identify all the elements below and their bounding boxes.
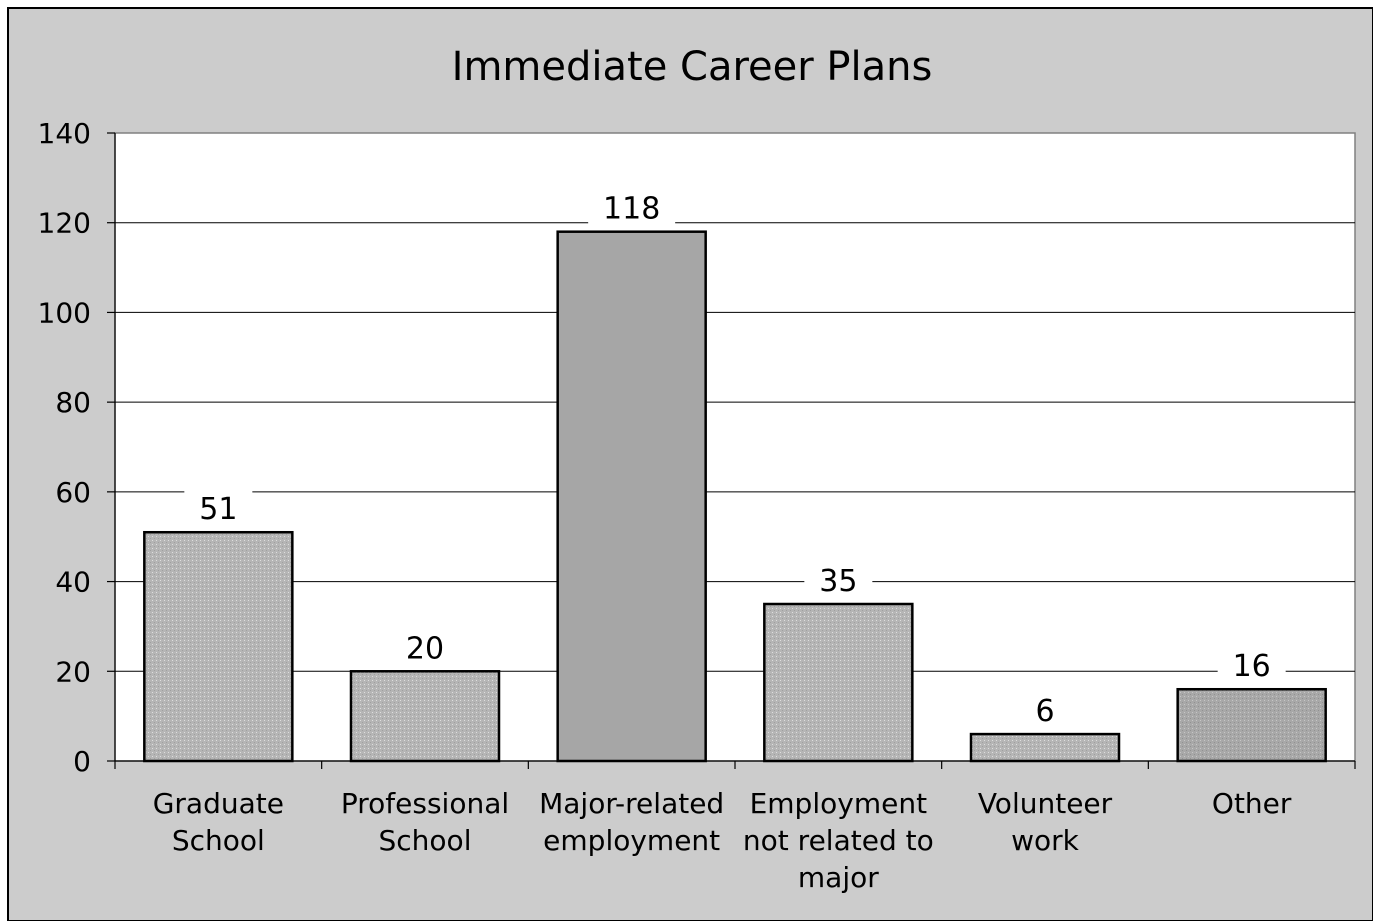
x-tick-label-line: Volunteer <box>978 787 1113 820</box>
x-tick-label: Volunteer work <box>978 787 1113 857</box>
data-label-background <box>588 187 676 228</box>
data-label: 51 <box>199 492 237 527</box>
y-tick-label: 140 <box>38 117 91 150</box>
data-label-background <box>1217 645 1286 686</box>
x-tick-label: Professional School <box>341 787 509 857</box>
y-tick-label: 100 <box>38 296 91 329</box>
data-label-background <box>804 560 873 600</box>
x-tick-label-line: School <box>172 824 265 857</box>
data-label-background <box>184 488 253 529</box>
x-tick-label-line: Employment <box>750 787 927 820</box>
bars <box>143 230 1327 763</box>
x-tick-label-line: major <box>798 861 879 894</box>
y-tick-label: 60 <box>55 476 91 509</box>
y-tick-label: 20 <box>55 655 91 688</box>
x-axis: Graduate School Professional School Major-re… <box>114 760 1356 894</box>
data-label: 20 <box>406 631 444 666</box>
chart-title: Immediate Career Plans <box>452 44 933 90</box>
bar <box>969 732 1121 763</box>
data-label: 16 <box>1233 649 1271 684</box>
y-tick-label: 80 <box>55 386 91 419</box>
y-tick-label: 40 <box>55 566 91 599</box>
x-tick-label: Major-related employment <box>539 787 724 857</box>
data-labels: 51 20 118 35 6 16 <box>184 187 1286 731</box>
x-tick-label-line: School <box>379 824 472 857</box>
data-label: 35 <box>819 564 857 599</box>
x-tick-label: Graduate School <box>153 787 284 857</box>
bar <box>349 670 501 763</box>
x-tick-label-line: work <box>1011 824 1080 857</box>
y-axis: 0 20 40 60 80 100 120 140 <box>38 117 116 778</box>
x-tick-label-line: employment <box>543 824 720 857</box>
x-tick-label: Other <box>1212 787 1292 820</box>
y-tick-label: 120 <box>38 207 91 240</box>
y-tick-label: 0 <box>73 745 91 778</box>
x-tick-label-line: Major-related <box>539 787 724 820</box>
data-label: 6 <box>1035 694 1054 729</box>
bar <box>556 230 707 763</box>
x-tick-label-line: Other <box>1212 787 1292 820</box>
data-label: 118 <box>603 192 660 227</box>
x-tick-label-line: not related to <box>743 824 934 857</box>
x-tick-label-line: Professional <box>341 787 509 820</box>
bar <box>1176 687 1327 763</box>
data-label-background <box>1020 690 1070 731</box>
bar <box>763 602 914 763</box>
bar <box>143 530 294 763</box>
x-tick-label: Employment not related to major <box>743 787 934 894</box>
data-label-background <box>391 627 459 668</box>
plot-area <box>114 132 1356 762</box>
gridlines <box>115 222 1355 672</box>
x-tick-label-line: Graduate <box>153 787 284 820</box>
